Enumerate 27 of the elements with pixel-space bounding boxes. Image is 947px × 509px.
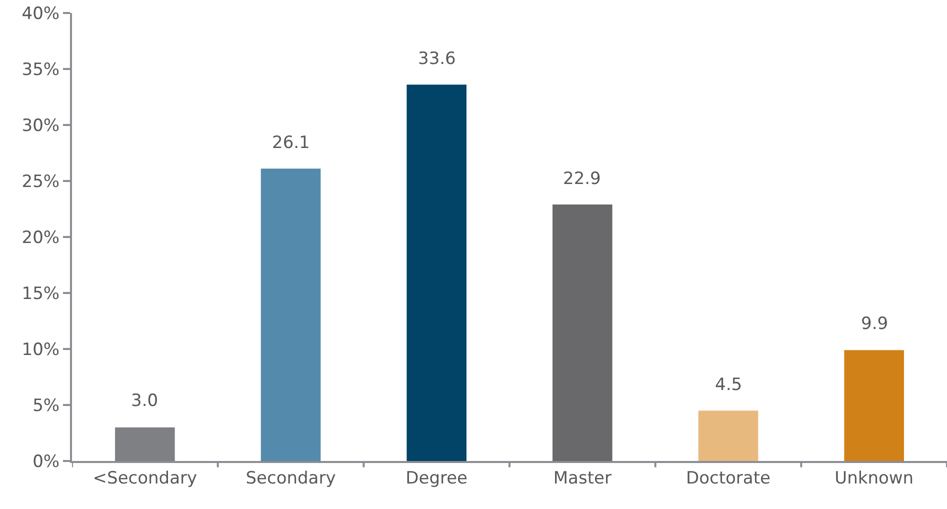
y-tick-label: 40% — [22, 4, 60, 24]
y-tick-label: 0% — [32, 452, 60, 472]
data-label: 33.6 — [418, 49, 456, 69]
bar — [844, 350, 904, 461]
y-tick-label: 35% — [22, 60, 60, 80]
y-tick-label: 30% — [22, 116, 60, 136]
bar — [260, 168, 321, 461]
x-tick-label: Secondary — [246, 468, 336, 488]
x-tick-label: Doctorate — [686, 468, 770, 488]
data-label: 4.5 — [715, 375, 742, 395]
bar — [115, 427, 175, 461]
y-tick-label: 15% — [22, 284, 60, 304]
bar — [406, 84, 466, 461]
y-tick-label: 25% — [22, 172, 60, 192]
x-tick-label: Master — [553, 468, 612, 488]
y-tick-label: 20% — [22, 228, 60, 248]
data-label: 26.1 — [272, 133, 310, 153]
data-label: 22.9 — [563, 169, 601, 189]
y-tick-label: 10% — [22, 340, 60, 360]
x-tick-label: <Secondary — [92, 468, 198, 488]
bar — [698, 410, 758, 461]
x-tick-label: Degree — [406, 468, 468, 488]
bar — [552, 204, 612, 461]
data-label: 9.9 — [861, 314, 888, 334]
y-tick-label: 5% — [32, 396, 60, 416]
x-tick-label: Unknown — [834, 468, 914, 488]
data-label: 3.0 — [131, 391, 158, 411]
